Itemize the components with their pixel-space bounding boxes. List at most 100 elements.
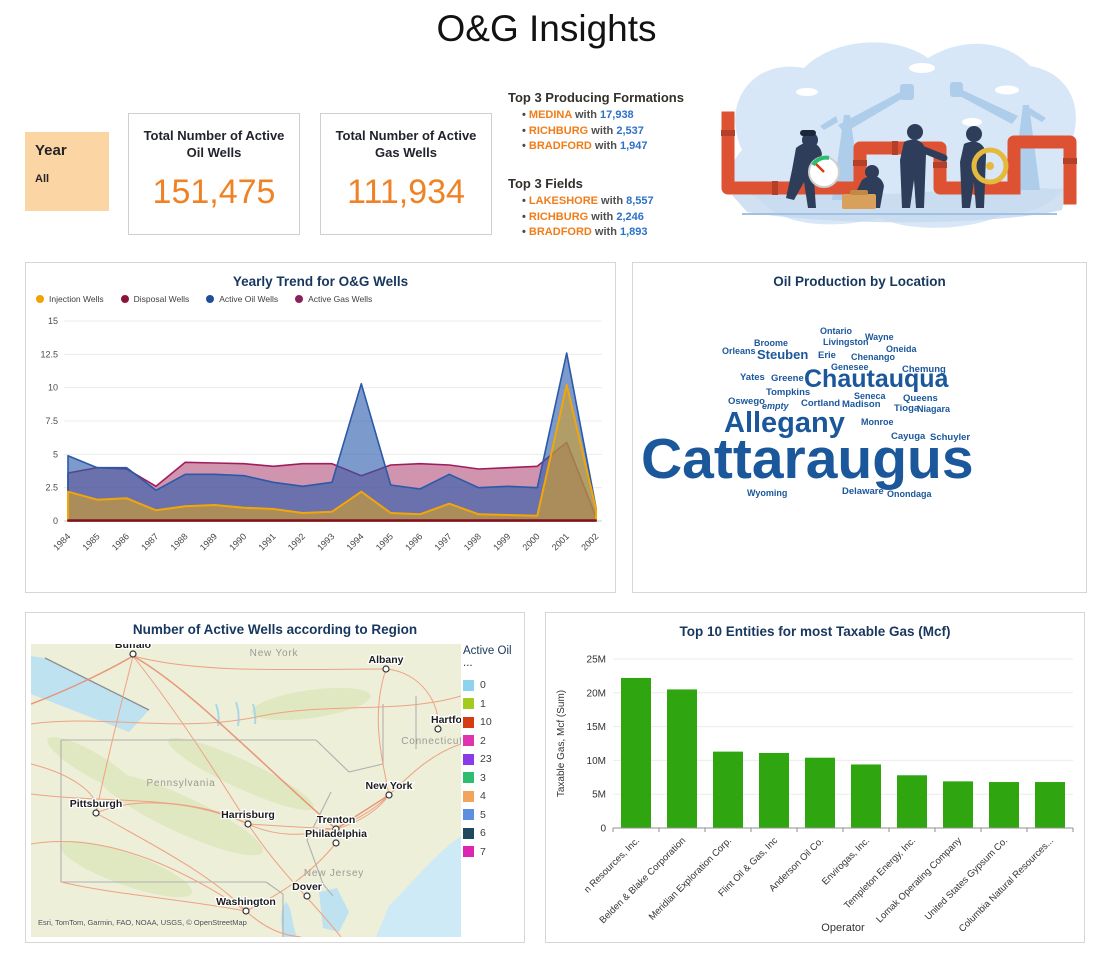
map-legend-item-1[interactable]: 1 — [463, 698, 524, 710]
legend-item-active-oil-wells[interactable]: Active Oil Wells — [206, 294, 278, 304]
map-legend-item-0[interactable]: 0 — [463, 679, 524, 691]
word-yates[interactable]: Yates — [740, 372, 765, 383]
word-orleans[interactable]: Orleans — [722, 346, 756, 356]
y-axis-label: 25M — [587, 655, 606, 666]
state-label-new-york: New York — [250, 648, 299, 659]
map-legend-item-7[interactable]: 7 — [463, 846, 524, 858]
top3-item: BRADFORD with 1,947 — [522, 139, 713, 155]
word-chenango[interactable]: Chenango — [851, 352, 895, 362]
legend-label: 10 — [480, 716, 492, 728]
city-label-albany: Albany — [368, 654, 403, 666]
x-axis-label: 1993 — [315, 531, 336, 552]
word-cattaraugus[interactable]: Cattaraugus — [641, 427, 974, 491]
word-allegany[interactable]: Allegany — [724, 407, 845, 439]
word-tompkins[interactable]: Tompkins — [766, 387, 811, 398]
map-legend-item-10[interactable]: 10 — [463, 716, 524, 728]
city-label-trenton: Trenton — [317, 814, 356, 826]
bar-united-states-gypsum-co-[interactable] — [989, 782, 1019, 828]
bar-templeton-energy-inc-[interactable] — [897, 775, 927, 828]
bar-anderson-oil-co-[interactable] — [805, 757, 835, 828]
x-axis-label: 2002 — [579, 531, 600, 552]
bar-columbia-natural-resources-[interactable] — [1035, 782, 1065, 828]
word-ontario[interactable]: Ontario — [820, 326, 853, 336]
x-axis-label: Meridian Exploration Corp. — [647, 835, 734, 922]
map-legend-item-3[interactable]: 3 — [463, 772, 524, 784]
legend-swatch-icon — [463, 716, 474, 728]
trend-area-chart[interactable]: 0 2.5 5 7.5 10 12.5 15 1984 1985 1986 1987 1988 1989… — [30, 311, 610, 583]
legend-swatch-icon — [463, 809, 474, 820]
x-axis-label: 1986 — [110, 531, 131, 552]
map-overlay: New York Pennsylvania Connecticut New Jerse… — [69, 644, 461, 915]
x-axis-title: Operator — [821, 922, 865, 934]
panel-yearly-trend: Yearly Trend for O&G Wells Injection Wel… — [25, 262, 616, 593]
legend-item-active-gas-wells[interactable]: Active Gas Wells — [295, 294, 372, 304]
y-axis-label: 7.5 — [45, 416, 58, 426]
map-legend-item-6[interactable]: 6 — [463, 827, 524, 839]
x-axis-label: 1988 — [169, 531, 190, 552]
word-seneca[interactable]: Seneca — [854, 391, 886, 401]
year-slicer-value[interactable]: All — [35, 173, 50, 185]
word-livingston[interactable]: Livingston — [823, 337, 869, 347]
legend-item-disposal-wells[interactable]: Disposal Wells — [120, 294, 189, 304]
word-tioga[interactable]: Tioga — [894, 403, 920, 414]
word-madison[interactable]: Madison — [842, 399, 881, 410]
legend-item-injection-wells[interactable]: Injection Wells — [36, 294, 104, 304]
bar-lomak-operating-company[interactable] — [943, 781, 973, 828]
page-title: O&G Insights — [436, 8, 657, 49]
word-genesee[interactable]: Genesee — [831, 362, 869, 372]
city-label-philadelphia: Philadelphia — [305, 828, 367, 840]
word-niagara[interactable]: Niagara — [917, 404, 951, 414]
x-axis-label: 1990 — [227, 531, 248, 552]
map-legend-title: Active Oil ... — [463, 645, 512, 669]
bar-flint-oil-gas-inc[interactable] — [759, 752, 789, 828]
word-chemung[interactable]: Chemung — [902, 364, 946, 375]
word-oneida[interactable]: Oneida — [886, 344, 917, 354]
word-monroe[interactable]: Monroe — [861, 417, 894, 427]
kpi-value: 151,475 — [152, 173, 276, 211]
city-label-washington: Washington — [216, 896, 276, 908]
year-slicer[interactable]: Year All — [25, 132, 109, 211]
area-series-disposal-wells[interactable] — [67, 519, 597, 522]
word-cloud: Ontario Wayne Broome Livingston Oneida Orlean… — [633, 263, 1086, 592]
word-oswego[interactable]: Oswego — [728, 396, 765, 407]
kpi-value: 111,934 — [347, 173, 465, 211]
word-wyoming[interactable]: Wyoming — [747, 488, 788, 498]
x-axis-label: 1995 — [374, 531, 395, 552]
word-onondaga[interactable]: Onondaga — [887, 489, 932, 499]
x-axis-label: 1998 — [462, 531, 483, 552]
top3-item: RICHBURG with 2,537 — [522, 124, 713, 140]
map-legend-item-5[interactable]: 5 — [463, 809, 524, 821]
legend-label: 4 — [480, 790, 486, 802]
word-empty[interactable]: empty — [762, 401, 789, 411]
city-marker-washington — [242, 907, 250, 915]
word-broome[interactable]: Broome — [754, 338, 789, 348]
map-state-borders — [60, 696, 417, 937]
map-legend-item-23[interactable]: 23 — [463, 753, 524, 765]
map-canvas[interactable]: New York Pennsylvania Connecticut New Jerse… — [31, 644, 461, 937]
map-legend-item-4[interactable]: 4 — [463, 790, 524, 802]
word-wayne[interactable]: Wayne — [865, 332, 894, 342]
legend-swatch-icon — [463, 679, 474, 691]
word-erie[interactable]: Erie — [818, 350, 836, 361]
x-axis-label: 1992 — [286, 531, 307, 552]
word-greene[interactable]: Greene — [771, 373, 804, 384]
bar-meridian-exploration-corp-[interactable] — [713, 751, 743, 828]
word-queens[interactable]: Queens — [903, 393, 938, 404]
bar-envirogas-inc-[interactable] — [851, 764, 881, 828]
area-series-active-oil-wells[interactable] — [67, 352, 597, 522]
panel-top10-taxable-gas: Top 10 Entities for most Taxable Gas (Mc… — [545, 612, 1085, 943]
bar-n-resources-inc-[interactable] — [621, 677, 651, 828]
x-axis-label: 1991 — [257, 531, 278, 552]
map-legend-item-2[interactable]: 2 — [463, 735, 524, 747]
word-schuyler[interactable]: Schuyler — [930, 432, 971, 443]
area-series-injection-wells[interactable] — [67, 384, 597, 522]
word-chautauqua[interactable]: Chautauqua — [804, 365, 949, 393]
word-cayuga[interactable]: Cayuga — [891, 431, 926, 442]
word-delaware[interactable]: Delaware — [842, 486, 884, 497]
bar-belden-blake-corporation[interactable] — [667, 689, 697, 828]
x-axis-label: Envirogas, Inc. — [820, 835, 872, 887]
word-steuben[interactable]: Steuben — [757, 347, 809, 362]
word-cortland[interactable]: Cortland — [801, 398, 841, 409]
x-axis-label: 1987 — [139, 531, 160, 552]
